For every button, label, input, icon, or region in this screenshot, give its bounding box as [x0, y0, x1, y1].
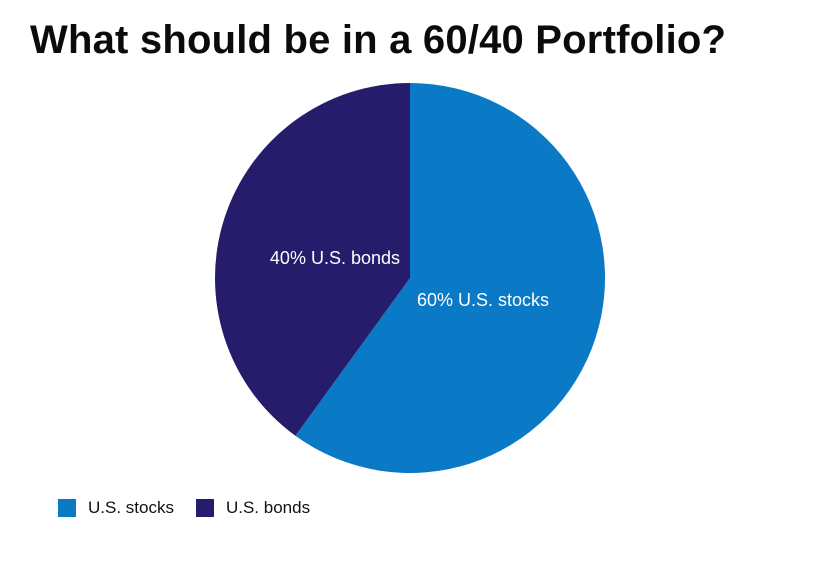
legend-item-us-bonds: U.S. bonds: [195, 498, 311, 518]
slice-label-us-bonds: 40% U.S. bonds: [270, 248, 400, 268]
pie-slice-us-bonds: [215, 83, 410, 436]
legend: U.S. stocks U.S. bonds: [58, 498, 310, 518]
chart-title: What should be in a 60/40 Portfolio?: [30, 18, 727, 62]
legend-swatch-us-bonds: [195, 499, 214, 517]
pie-slice-us-stocks: [295, 83, 605, 474]
legend-label-us-bonds: U.S. bonds: [225, 498, 311, 517]
legend-item-us-stocks: U.S. stocks: [58, 498, 174, 518]
legend-swatch-us-stocks: [58, 499, 76, 517]
legend-label-us-stocks: U.S. stocks: [88, 498, 174, 517]
slice-label-us-stocks: 60% U.S. stocks: [417, 290, 549, 310]
